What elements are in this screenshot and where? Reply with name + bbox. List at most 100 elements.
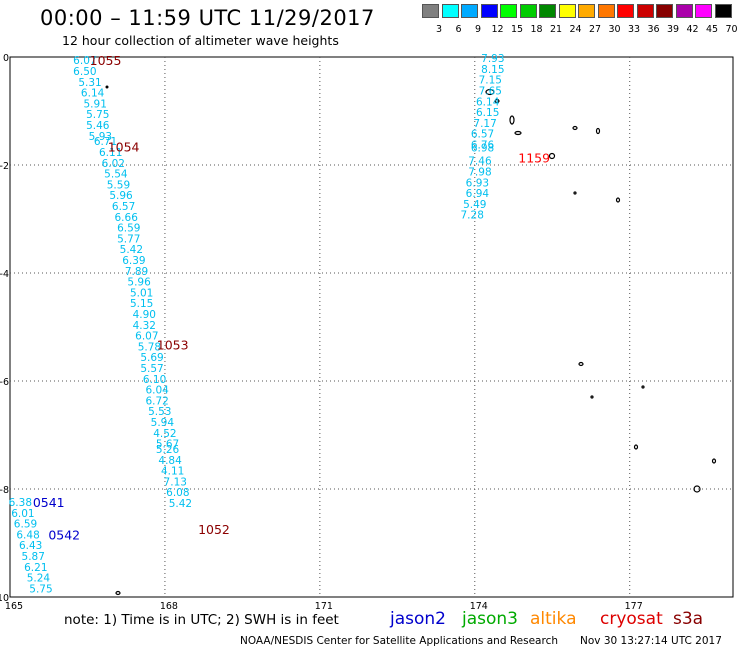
swh-value-label: 6.93 (466, 177, 489, 189)
scale-label: 33 (627, 24, 641, 35)
footer-timestamp: Nov 30 13:27:14 UTC 2017 (580, 635, 722, 647)
swh-value-label: 6.98 (471, 143, 494, 155)
x-tick-label: 174 (470, 601, 488, 612)
scale-label: 45 (705, 24, 719, 35)
swh-value-label: 6.01 (11, 508, 34, 520)
scale-label: 30 (608, 24, 621, 35)
swh-value-label: 5.75 (29, 583, 52, 595)
scale-swatch (695, 4, 712, 18)
island-shape (115, 590, 121, 596)
scale-swatch (422, 4, 439, 18)
satellite-name: cryosat (600, 609, 663, 629)
x-tick-label: 171 (315, 601, 333, 612)
swh-value-label: 5.96 (109, 190, 133, 202)
scale-label: 15 (510, 24, 524, 35)
island-shape (105, 85, 109, 89)
swh-value-label: 4.32 (133, 320, 156, 332)
swh-value-label: 5.49 (463, 199, 486, 211)
scale-swatch (441, 4, 459, 18)
swh-value-label: 6.02 (102, 158, 125, 170)
y-tick-label: -8 (0, 485, 9, 496)
swh-value-label: 4.90 (133, 309, 156, 321)
swh-value-label: 6.14 (81, 88, 105, 100)
scale-swatch (539, 4, 556, 18)
y-tick-label: 0 (3, 53, 9, 64)
swh-value-label: 7.13 (164, 476, 187, 488)
swh-value-label: 6.57 (471, 129, 494, 141)
swh-value-label: 8.15 (481, 64, 504, 76)
scale-label: 42 (686, 24, 699, 35)
scale-label: 24 (569, 24, 582, 35)
swh-value-label: 7.46 (468, 156, 492, 168)
swh-value-label: 5.93 (89, 131, 112, 143)
swh-value-label: 5.91 (84, 98, 107, 110)
scale-label: 3 (435, 24, 443, 35)
swh-value-label: 6.71 (94, 136, 117, 148)
scale-swatch (480, 4, 498, 18)
y-tick-label: -4 (0, 269, 9, 280)
swh-value-label: 5.59 (107, 179, 130, 191)
island-shape (633, 444, 639, 450)
swh-value-label: 6.15 (476, 107, 499, 119)
island-shape (595, 127, 601, 135)
satellite-name: altika (530, 609, 577, 629)
swh-value-label: 4.84 (158, 455, 182, 467)
pass-time-label: 0542 (48, 527, 80, 542)
x-tick-label: 165 (5, 601, 23, 612)
scale-label: 39 (666, 24, 680, 35)
swh-value-label: 6.04 (145, 385, 169, 397)
island-shape (711, 458, 717, 464)
swh-value-label: 5.54 (104, 169, 128, 181)
swh-value-label: 5.24 (27, 573, 51, 585)
swh-value-label: 6.48 (16, 529, 39, 541)
swh-value-label: 6.10 (143, 374, 166, 386)
swh-value-label: 5.75 (86, 109, 109, 121)
plot-frame (9, 56, 734, 598)
pass-time-label: 1054 (108, 140, 140, 155)
swh-value-label: 6.50 (73, 66, 96, 78)
x-tick-label: 177 (625, 601, 643, 612)
x-tick-label: 168 (160, 601, 178, 612)
swh-value-label: 6.76 (471, 139, 495, 151)
satellite-name: s3a (673, 609, 704, 629)
swh-value-label: 5.67 (156, 439, 179, 451)
swh-value-label: 5.87 (22, 551, 45, 563)
swh-value-label: 6.57 (112, 201, 135, 213)
swh-value-label: 6.08 (166, 487, 189, 499)
swh-value-label: 7.89 (125, 266, 148, 278)
swh-value-label: 5.94 (151, 417, 175, 429)
scale-swatch (519, 4, 537, 18)
scale-swatch (597, 4, 615, 18)
swh-value-label: 4.11 (161, 466, 184, 478)
island-shape (693, 485, 701, 493)
island-shape (514, 130, 522, 136)
scale-swatch (558, 4, 576, 18)
y-tick-label: -6 (0, 377, 9, 388)
swh-value-label: 5.42 (120, 244, 143, 256)
satellite-name: jason3 (462, 609, 518, 629)
swh-value-label: 5.15 (130, 298, 153, 310)
swh-value-label: 5.01 (130, 287, 153, 299)
y-tick-label: -2 (0, 161, 9, 172)
island-shape (615, 197, 621, 203)
island-shape (509, 115, 515, 125)
footer-credit: NOAA/NESDIS Center for Satellite Applica… (240, 635, 558, 647)
swh-value-label: 6.72 (145, 395, 168, 407)
swh-value-label: 6.07 (73, 55, 96, 67)
footer-note: note: 1) Time is in UTC; 2) SWH is in fe… (64, 612, 339, 628)
swh-value-label: 7.93 (481, 53, 504, 65)
swh-value-label: 5.77 (117, 233, 140, 245)
swh-value-label: 7.28 (461, 210, 484, 222)
scale-swatch (578, 4, 595, 18)
chart-subtitle: 12 hour collection of altimeter wave hei… (62, 33, 339, 48)
pass-time-label: 0541 (33, 495, 65, 510)
scale-label: 70 (725, 24, 738, 35)
satellite-name: jason2 (390, 609, 446, 629)
island-shape (578, 361, 584, 367)
pass-time-label: 1055 (90, 53, 122, 68)
swh-value-label: 7.15 (479, 75, 502, 87)
swh-value-label: 5.31 (78, 77, 101, 89)
scale-label: 12 (491, 24, 504, 35)
swh-value-label: 6.59 (117, 223, 140, 235)
